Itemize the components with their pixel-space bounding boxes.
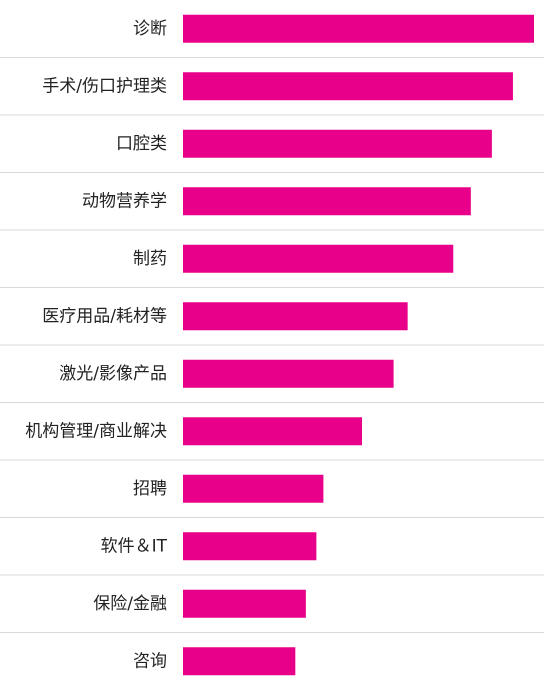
bar [183, 302, 408, 331]
bar [183, 359, 394, 388]
bar [183, 474, 324, 503]
category-label: 激光/影像产品 [59, 364, 167, 384]
category-label: 手术/伤口护理类 [42, 76, 167, 96]
category-label: 医疗用品/耗材等 [42, 306, 167, 326]
category-label: 咨询 [133, 651, 167, 671]
category-labels: 诊断手术/伤口护理类口腔类动物营养学制药医疗用品/耗材等激光/影像产品机构管理/… [25, 19, 167, 672]
category-label: 制药 [133, 249, 167, 269]
category-label: 招聘 [133, 479, 167, 499]
bar [183, 647, 296, 676]
category-label: 机构管理/商业解决 [25, 421, 167, 441]
bar [183, 72, 513, 101]
category-label: 口腔类 [116, 134, 167, 154]
bars [183, 14, 534, 676]
bar [183, 532, 317, 561]
category-label: 保险/金融 [93, 594, 167, 614]
bar [183, 589, 306, 618]
row-separators [0, 57, 544, 633]
bar [183, 244, 454, 273]
category-label: 软件＆IT [101, 536, 168, 556]
category-label: 诊断 [133, 19, 167, 39]
bar [183, 417, 363, 446]
category-label: 动物营养学 [82, 191, 167, 211]
bar [183, 14, 534, 43]
bar [183, 129, 492, 158]
bar [183, 187, 471, 216]
